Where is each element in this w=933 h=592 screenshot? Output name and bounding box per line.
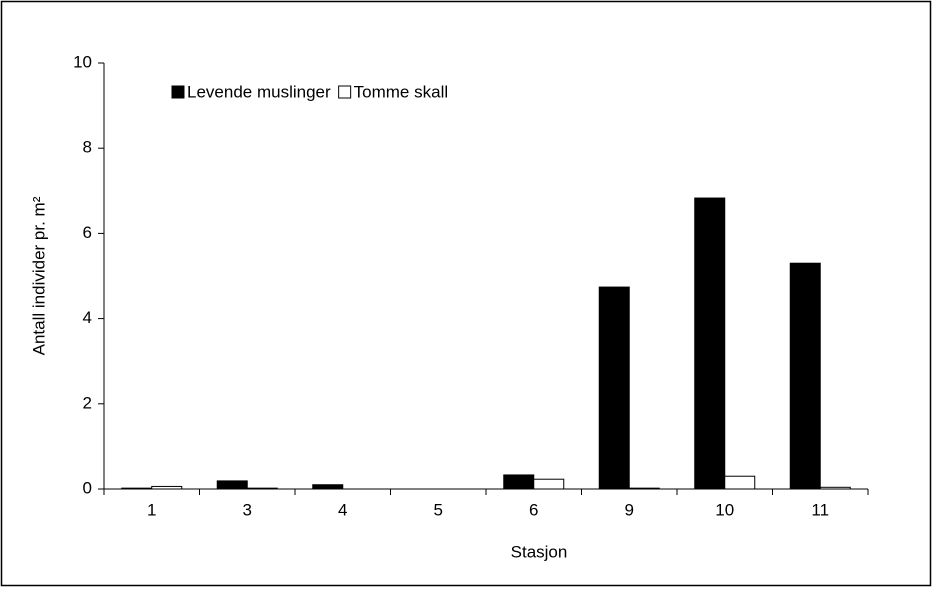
legend-label: Tomme skall bbox=[354, 82, 448, 101]
y-tick-label: 6 bbox=[83, 223, 92, 242]
y-tick-label: 8 bbox=[83, 138, 92, 157]
bar bbox=[533, 478, 565, 490]
bar bbox=[312, 484, 344, 490]
x-tick-label: 1 bbox=[147, 500, 156, 519]
bar bbox=[598, 286, 630, 490]
bar bbox=[789, 262, 821, 490]
y-tick-label: 10 bbox=[73, 52, 92, 71]
bar bbox=[503, 474, 535, 490]
y-tick-label: 0 bbox=[83, 478, 92, 497]
y-axis-label: Antall individer pr. m² bbox=[29, 196, 48, 355]
bar bbox=[819, 486, 851, 490]
bar bbox=[246, 487, 278, 490]
bar bbox=[724, 475, 756, 490]
bar bbox=[121, 487, 153, 490]
legend-swatch bbox=[338, 85, 352, 99]
x-tick-label: 5 bbox=[434, 500, 443, 519]
legend-swatch bbox=[171, 85, 185, 99]
bar bbox=[151, 485, 183, 490]
bar bbox=[628, 487, 660, 490]
x-tick-label: 10 bbox=[715, 500, 734, 519]
x-tick-label: 4 bbox=[338, 500, 347, 519]
x-tick-label: 11 bbox=[811, 500, 829, 519]
y-tick-label: 4 bbox=[83, 308, 92, 327]
legend-label: Levende muslinger bbox=[187, 82, 331, 101]
bar bbox=[694, 197, 726, 490]
x-tick-label: 9 bbox=[625, 500, 634, 519]
y-tick-label: 2 bbox=[83, 393, 92, 412]
x-tick-label: 3 bbox=[243, 500, 252, 519]
bar bbox=[216, 480, 248, 490]
x-axis-label: Stasjon bbox=[511, 542, 568, 561]
x-tick-label: 6 bbox=[529, 500, 538, 519]
